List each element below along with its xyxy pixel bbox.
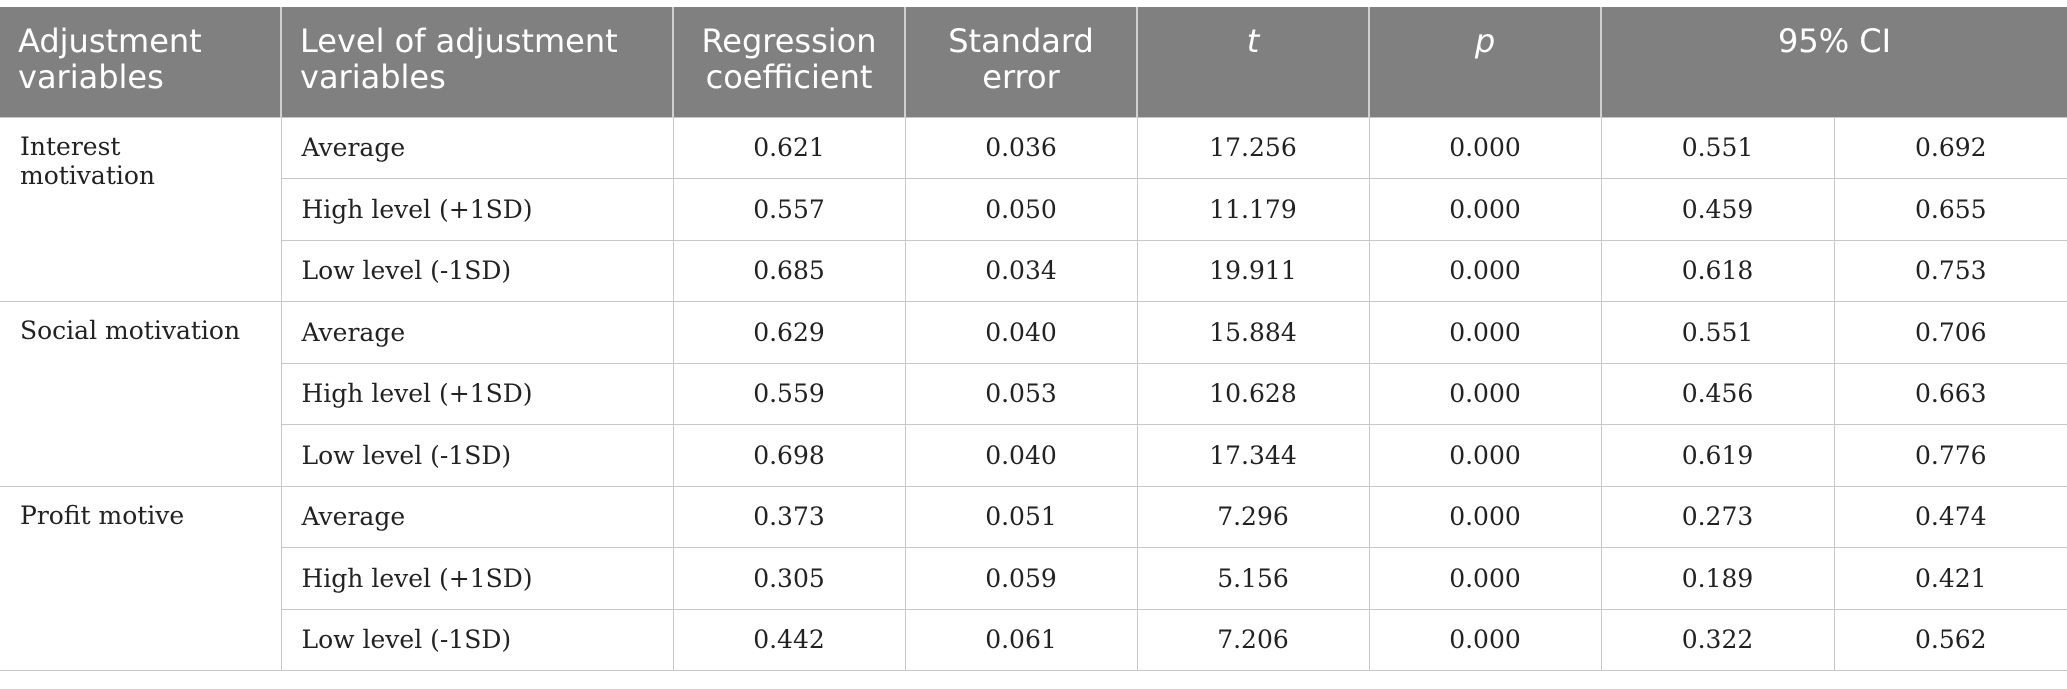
ci-lower-cell: 0.551 bbox=[1600, 116, 1835, 179]
level-cell: Average bbox=[280, 301, 674, 364]
header-t-label: t bbox=[1246, 22, 1260, 60]
coefficient-cell: 0.442 bbox=[672, 608, 906, 671]
level-cell: Low level (-1SD) bbox=[280, 239, 674, 302]
t-value-cell: 11.179 bbox=[1136, 178, 1370, 241]
header-adjustment-variables: Adjustment variables bbox=[0, 7, 282, 117]
ci-lower-cell: 0.551 bbox=[1600, 301, 1835, 364]
standard-error-cell: 0.036 bbox=[904, 116, 1138, 179]
ci-upper-cell: 0.421 bbox=[1833, 547, 2067, 610]
t-value-cell: 19.911 bbox=[1136, 239, 1370, 302]
p-value-cell: 0.000 bbox=[1368, 116, 1602, 179]
standard-error-cell: 0.034 bbox=[904, 239, 1138, 302]
standard-error-cell: 0.050 bbox=[904, 178, 1138, 241]
standard-error-cell: 0.051 bbox=[904, 485, 1138, 548]
header-level: Level of adjustment variables bbox=[280, 7, 674, 117]
ci-upper-cell: 0.474 bbox=[1833, 485, 2067, 548]
coefficient-cell: 0.373 bbox=[672, 485, 906, 548]
p-value-cell: 0.000 bbox=[1368, 239, 1602, 302]
table-header: Adjustment variables Level of adjustment… bbox=[0, 7, 2067, 117]
coefficient-cell: 0.685 bbox=[672, 239, 906, 302]
p-value-cell: 0.000 bbox=[1368, 485, 1602, 548]
p-value-cell: 0.000 bbox=[1368, 608, 1602, 671]
table-row: Low level (-1SD) 0.442 0.061 7.206 0.000 0.32… bbox=[0, 608, 2067, 671]
ci-upper-cell: 0.562 bbox=[1833, 608, 2067, 671]
ci-upper-cell: 0.692 bbox=[1833, 116, 2067, 179]
t-value-cell: 17.256 bbox=[1136, 116, 1370, 179]
table-row: High level (+1SD) 0.559 0.053 10.628 0.000 0.… bbox=[0, 362, 2067, 425]
table-row: Profit motive Average 0.373 0.051 7.296 0.000… bbox=[0, 485, 2067, 671]
header-p: p bbox=[1368, 7, 1602, 117]
t-value-cell: 15.884 bbox=[1136, 301, 1370, 364]
ci-upper-cell: 0.706 bbox=[1833, 301, 2067, 364]
standard-error-cell: 0.053 bbox=[904, 362, 1138, 425]
table-row: High level (+1SD) 0.557 0.050 11.179 0.000 0.… bbox=[0, 178, 2067, 241]
ci-upper-cell: 0.655 bbox=[1833, 178, 2067, 241]
moderation-results-table: Adjustment variables Level of adjustment… bbox=[0, 7, 2067, 671]
ci-upper-cell: 0.663 bbox=[1833, 362, 2067, 425]
header-ci: 95% CI bbox=[1599, 7, 2067, 117]
ci-lower-cell: 0.189 bbox=[1600, 547, 1835, 610]
ci-upper-cell: 0.776 bbox=[1833, 424, 2067, 487]
header-t: t bbox=[1136, 7, 1370, 117]
table-row: Low level (-1SD) 0.698 0.040 17.344 0.000 0.6… bbox=[0, 424, 2067, 487]
table-row: Interest motivation Average 0.621 0.036 17.2… bbox=[0, 116, 2067, 302]
group-label: Interest motivation bbox=[0, 116, 282, 302]
p-value-cell: 0.000 bbox=[1368, 301, 1602, 364]
ci-lower-cell: 0.273 bbox=[1600, 485, 1835, 548]
level-cell: Average bbox=[280, 485, 674, 548]
coefficient-cell: 0.305 bbox=[672, 547, 906, 610]
ci-lower-cell: 0.322 bbox=[1600, 608, 1835, 671]
table-row: High level (+1SD) 0.305 0.059 5.156 0.000 0.1… bbox=[0, 547, 2067, 610]
ci-lower-cell: 0.456 bbox=[1600, 362, 1835, 425]
p-value-cell: 0.000 bbox=[1368, 424, 1602, 487]
p-value-cell: 0.000 bbox=[1368, 362, 1602, 425]
ci-lower-cell: 0.618 bbox=[1600, 239, 1835, 302]
t-value-cell: 5.156 bbox=[1136, 547, 1370, 610]
coefficient-cell: 0.629 bbox=[672, 301, 906, 364]
standard-error-cell: 0.059 bbox=[904, 547, 1138, 610]
t-value-cell: 10.628 bbox=[1136, 362, 1370, 425]
ci-upper-cell: 0.753 bbox=[1833, 239, 2067, 302]
header-p-label: p bbox=[1474, 22, 1496, 60]
standard-error-cell: 0.040 bbox=[904, 301, 1138, 364]
level-cell: Low level (-1SD) bbox=[280, 608, 674, 671]
group-label: Profit motive bbox=[0, 485, 282, 671]
header-regression-coefficient: Regression coefficient bbox=[672, 7, 906, 117]
level-cell: High level (+1SD) bbox=[280, 362, 674, 425]
t-value-cell: 7.206 bbox=[1136, 608, 1370, 671]
ci-lower-cell: 0.459 bbox=[1600, 178, 1835, 241]
table-row: Low level (-1SD) 0.685 0.034 19.911 0.000 0.6… bbox=[0, 239, 2067, 302]
table-body: Interest motivation Average 0.621 0.036 17.2… bbox=[0, 116, 2067, 671]
group-label: Social motivation bbox=[0, 301, 282, 487]
level-cell: High level (+1SD) bbox=[280, 547, 674, 610]
standard-error-cell: 0.040 bbox=[904, 424, 1138, 487]
coefficient-cell: 0.621 bbox=[672, 116, 906, 179]
p-value-cell: 0.000 bbox=[1368, 547, 1602, 610]
level-cell: Average bbox=[280, 116, 674, 179]
t-value-cell: 17.344 bbox=[1136, 424, 1370, 487]
coefficient-cell: 0.559 bbox=[672, 362, 906, 425]
header-row: Adjustment variables Level of adjustment… bbox=[0, 7, 2067, 117]
t-value-cell: 7.296 bbox=[1136, 485, 1370, 548]
results-table-container: Adjustment variables Level of adjustment… bbox=[0, 7, 2067, 671]
header-standard-error: Standard error bbox=[904, 7, 1138, 117]
coefficient-cell: 0.557 bbox=[672, 178, 906, 241]
table-row: Social motivation Average 0.629 0.040 15.884… bbox=[0, 301, 2067, 487]
ci-lower-cell: 0.619 bbox=[1600, 424, 1835, 487]
level-cell: High level (+1SD) bbox=[280, 178, 674, 241]
level-cell: Low level (-1SD) bbox=[280, 424, 674, 487]
coefficient-cell: 0.698 bbox=[672, 424, 906, 487]
standard-error-cell: 0.061 bbox=[904, 608, 1138, 671]
p-value-cell: 0.000 bbox=[1368, 178, 1602, 241]
